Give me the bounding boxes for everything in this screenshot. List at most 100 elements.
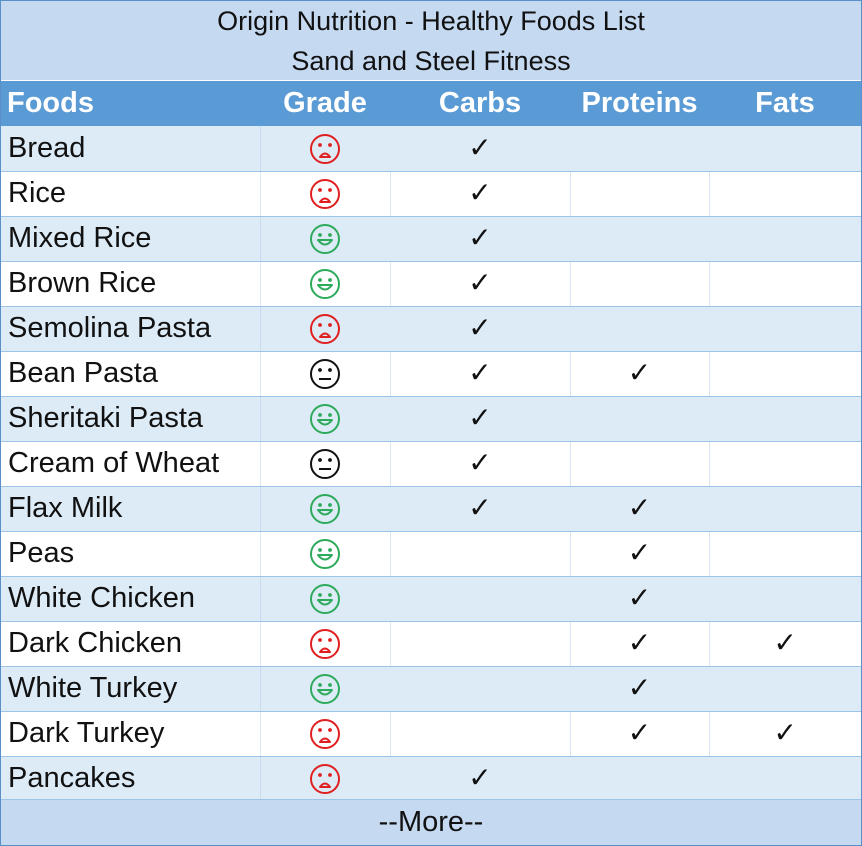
fats-cell (709, 306, 861, 352)
happy-face-icon (310, 494, 340, 525)
grade-cell (260, 621, 391, 667)
carbs-cell: ✓ (390, 351, 571, 397)
carbs-cell: ✓ (390, 261, 571, 307)
carbs-cell (390, 621, 571, 667)
table-row: Bread ✓ (1, 126, 861, 172)
fats-cell (709, 171, 861, 217)
checkmark-icon: ✓ (627, 716, 652, 749)
checkmark-icon: ✓ (468, 761, 492, 794)
carbs-cell: ✓ (390, 126, 571, 172)
table-row: Rice ✓ (1, 171, 861, 217)
proteins-cell (570, 216, 710, 262)
checkmark-icon: ✓ (627, 671, 652, 704)
food-name: Mixed Rice (1, 216, 261, 262)
happy-face-icon (310, 269, 340, 300)
neutral-face-icon (310, 359, 340, 390)
proteins-cell (570, 126, 710, 172)
checkmark-icon: ✓ (627, 536, 652, 569)
carbs-cell: ✓ (390, 441, 571, 487)
checkmark-icon: ✓ (468, 401, 492, 434)
proteins-cell: ✓ (570, 576, 710, 622)
table-row: Pancakes ✓ (1, 756, 861, 802)
fats-cell: ✓ (709, 621, 861, 667)
sad-face-icon (310, 314, 340, 345)
checkmark-icon: ✓ (468, 356, 492, 389)
carbs-cell (390, 666, 571, 712)
sad-face-icon (310, 179, 340, 210)
food-name: Cream of Wheat (1, 441, 261, 487)
table-row: White Chicken ✓ (1, 576, 861, 622)
fats-cell (709, 531, 861, 577)
checkmark-icon: ✓ (468, 130, 492, 164)
proteins-cell: ✓ (570, 621, 710, 667)
table-row: Peas ✓ (1, 531, 861, 577)
carbs-cell (390, 531, 571, 577)
more-link[interactable]: --More-- (1, 799, 861, 845)
food-name: Sheritaki Pasta (1, 396, 261, 442)
header-foods: Foods (1, 81, 260, 126)
grade-cell (260, 711, 391, 757)
carbs-cell: ✓ (390, 171, 571, 217)
happy-face-icon (310, 674, 340, 705)
table-row: Flax Milk ✓ ✓ (1, 486, 861, 532)
grade-cell (260, 171, 391, 217)
fats-cell (709, 756, 861, 802)
checkmark-icon: ✓ (468, 266, 492, 299)
checkmark-icon: ✓ (468, 176, 492, 209)
fats-cell (709, 576, 861, 622)
happy-face-icon (310, 224, 340, 255)
carbs-cell (390, 576, 571, 622)
fats-cell (709, 486, 861, 532)
sad-face-icon (310, 133, 340, 164)
carbs-cell (390, 711, 571, 757)
fats-cell (709, 126, 861, 172)
fats-cell (709, 216, 861, 262)
table-row: Brown Rice ✓ (1, 261, 861, 307)
food-name: White Chicken (1, 576, 261, 622)
neutral-face-icon (310, 449, 340, 480)
grade-cell (260, 756, 391, 802)
food-name: White Turkey (1, 666, 261, 712)
food-name: Pancakes (1, 756, 261, 802)
grade-cell (260, 396, 391, 442)
grade-cell (260, 531, 391, 577)
table-row: Dark Chicken ✓ ✓ (1, 621, 861, 667)
food-name: Semolina Pasta (1, 306, 261, 352)
proteins-cell: ✓ (570, 531, 710, 577)
carbs-cell: ✓ (390, 486, 571, 532)
happy-face-icon (310, 584, 340, 615)
proteins-cell (570, 171, 710, 217)
table-row: Semolina Pasta ✓ (1, 306, 861, 352)
proteins-cell: ✓ (570, 666, 710, 712)
fats-cell: ✓ (709, 711, 861, 757)
proteins-cell: ✓ (570, 486, 710, 532)
food-name: Dark Chicken (1, 621, 261, 667)
fats-cell (709, 441, 861, 487)
grade-cell (260, 576, 391, 622)
food-name: Brown Rice (1, 261, 261, 307)
foods-table: Foods Grade Carbs Proteins Fats Bread ✓ Ri… (1, 81, 861, 802)
proteins-cell: ✓ (570, 711, 710, 757)
table-row: White Turkey ✓ (1, 666, 861, 712)
sheet-subtitle: Sand and Steel Fitness (291, 46, 571, 76)
table-row: Cream of Wheat ✓ (1, 441, 861, 487)
header-carbs: Carbs (390, 81, 570, 126)
header-row: Foods Grade Carbs Proteins Fats (1, 81, 861, 126)
grade-cell (260, 486, 391, 532)
carbs-cell: ✓ (390, 306, 571, 352)
grade-cell (260, 216, 391, 262)
table-row: Sheritaki Pasta ✓ (1, 396, 861, 442)
checkmark-icon: ✓ (627, 581, 652, 614)
fats-cell (709, 396, 861, 442)
table-row: Bean Pasta ✓ ✓ (1, 351, 861, 397)
food-name: Bread (1, 126, 261, 172)
happy-face-icon (310, 404, 340, 435)
sad-face-icon (310, 764, 340, 795)
proteins-cell (570, 306, 710, 352)
carbs-cell: ✓ (390, 756, 571, 802)
grade-cell (260, 666, 391, 712)
food-name: Bean Pasta (1, 351, 261, 397)
grade-cell (260, 306, 391, 352)
checkmark-icon: ✓ (627, 491, 652, 524)
